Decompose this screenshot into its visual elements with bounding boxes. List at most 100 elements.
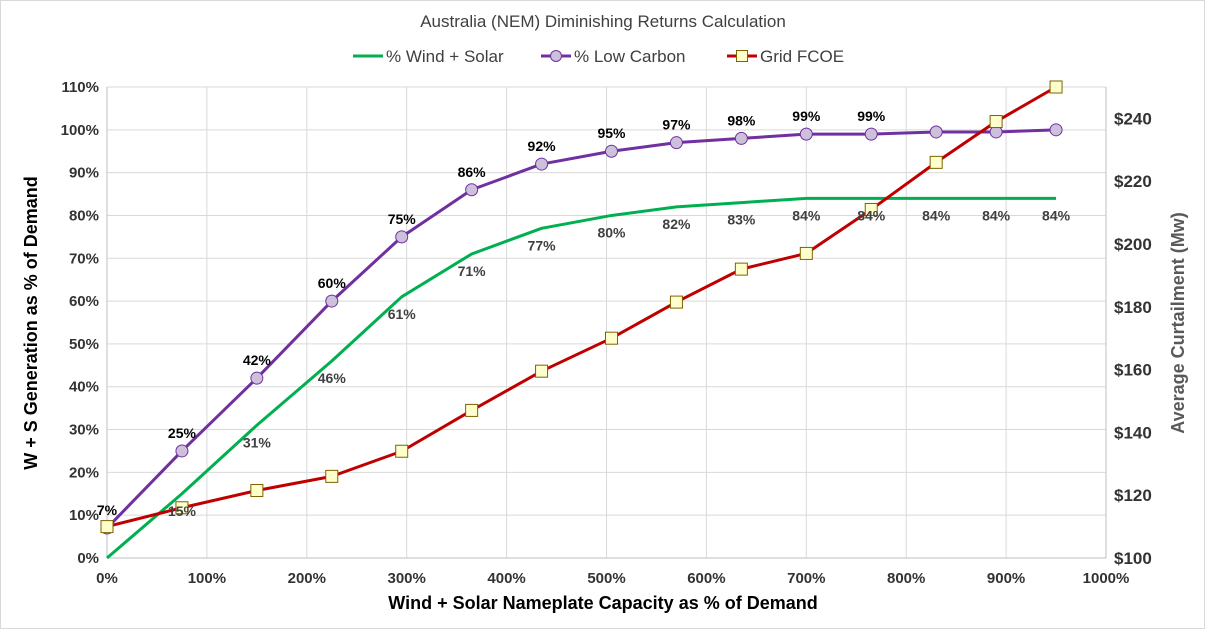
y-axis-title: W + S Generation as % of Demand — [21, 176, 41, 470]
wind-solar-data-label: 82% — [662, 216, 691, 232]
series-line-low-carbon — [105, 128, 1057, 530]
low-carbon-data-label: 75% — [388, 211, 417, 227]
wind-solar-data-label: 83% — [727, 212, 756, 228]
wind-solar-data-label: 61% — [388, 306, 417, 322]
grid-fcoe-point — [864, 202, 878, 216]
x-tick-label: 500% — [587, 570, 625, 587]
y2-tick-label: $240 — [1114, 109, 1152, 128]
low-carbon-data-label: 60% — [318, 275, 347, 291]
low-carbon-point — [175, 444, 189, 458]
axes: 0% 100% 200% 300% 400% 500% 600% 700% 800% 900% 10… — [61, 79, 1152, 587]
y-tick-label: 20% — [69, 464, 99, 481]
y-tick-label: 110% — [61, 79, 99, 96]
y2-axis-title: Average Curtailment (Mw) — [1168, 212, 1188, 433]
wind-solar-data-label: 84% — [792, 207, 821, 223]
series-line-wind-solar — [106, 196, 1057, 560]
grid-fcoe-point — [175, 501, 189, 515]
wind-solar-data-label: 84% — [982, 207, 1011, 223]
wind-solar-data-label: 46% — [318, 370, 347, 386]
wind-solar-data-label: 84% — [1042, 207, 1071, 223]
y2-tick-label: $200 — [1114, 235, 1152, 254]
y-tick-label: 0% — [77, 550, 99, 567]
y-tick-label: 80% — [69, 207, 99, 224]
low-carbon-point — [325, 294, 339, 308]
legend-label: Grid FCOE — [760, 47, 844, 66]
low-carbon-point — [799, 127, 813, 141]
y-tick-label: 90% — [69, 165, 99, 182]
grid-fcoe-point — [1049, 80, 1063, 94]
grid-fcoe-point — [799, 246, 813, 260]
wind-solar-data-label: 31% — [243, 434, 272, 450]
low-carbon-point — [395, 230, 409, 244]
low-carbon-data-label: 25% — [168, 425, 197, 441]
legend-marker-square — [736, 50, 748, 62]
low-carbon-data-label: 42% — [243, 352, 272, 368]
low-carbon-point — [734, 131, 748, 145]
low-carbon-data-label: 97% — [662, 117, 691, 133]
y2-tick-label: $120 — [1114, 486, 1152, 505]
low-carbon-point — [250, 371, 264, 385]
x-tick-label: 100% — [188, 570, 226, 587]
y-tick-label: 70% — [69, 250, 99, 267]
grid-fcoe-point — [734, 262, 748, 276]
wind-solar-data-label: 84% — [922, 207, 951, 223]
x-tick-label: 900% — [987, 570, 1025, 587]
x-tick-label: 0% — [96, 570, 118, 587]
low-carbon-point — [929, 125, 943, 139]
low-carbon-point — [864, 127, 878, 141]
low-carbon-data-label: 99% — [792, 108, 821, 124]
grid-fcoe-point — [929, 155, 943, 169]
low-carbon-data-label: 95% — [597, 125, 626, 141]
low-carbon-data-label: 86% — [458, 164, 487, 180]
y-tick-label: 60% — [69, 293, 99, 310]
grid-fcoe-point — [250, 483, 264, 497]
legend-label: % Wind + Solar — [386, 47, 504, 66]
wind-solar-data-label: 15% — [168, 503, 197, 519]
chart-title: Australia (NEM) Diminishing Returns Calc… — [420, 12, 786, 31]
x-tick-label: 600% — [687, 570, 725, 587]
y2-tick-label: $160 — [1114, 361, 1152, 380]
wind-solar-data-label: 71% — [458, 263, 487, 279]
legend-label: % Low Carbon — [574, 47, 686, 66]
x-tick-label: 300% — [388, 570, 426, 587]
y2-tick-label: $140 — [1114, 423, 1152, 442]
low-carbon-data-label: 99% — [857, 108, 886, 124]
grid-fcoe-point — [395, 444, 409, 458]
low-carbon-point — [604, 144, 618, 158]
legend: % Wind + Solar % Low Carbon Grid FCOE — [353, 47, 844, 66]
x-tick-label: 800% — [887, 570, 925, 587]
wind-solar-data-label: 84% — [857, 207, 886, 223]
x-axis-title: Wind + Solar Nameplate Capacity as % of … — [388, 593, 817, 613]
grid-fcoe-point — [604, 331, 618, 345]
grid-fcoe-point — [669, 295, 683, 309]
y2-tick-label: $180 — [1114, 298, 1152, 317]
wind-solar-data-label: 77% — [528, 237, 557, 253]
low-carbon-data-label: 92% — [528, 138, 557, 154]
x-tick-label: 1000% — [1083, 570, 1130, 587]
y-tick-label: 100% — [61, 122, 99, 139]
grid-fcoe-point — [325, 469, 339, 483]
y2-tick-label: $100 — [1114, 549, 1152, 568]
y2-tick-label: $220 — [1114, 172, 1152, 191]
data-labels: 15% 31% 46% 61% 71% 77% 80% 82% 83% 84% 84% 84% 84% 8… — [97, 108, 1071, 519]
low-carbon-point — [535, 157, 549, 171]
series-layer — [100, 80, 1063, 560]
low-carbon-data-label: 98% — [727, 112, 756, 128]
low-carbon-point — [669, 136, 683, 150]
low-carbon-data-label: 7% — [97, 502, 118, 518]
wind-solar-data-label: 80% — [597, 224, 626, 240]
low-carbon-point — [465, 183, 479, 197]
legend-marker-circle — [550, 50, 562, 62]
grid-fcoe-point — [465, 403, 479, 417]
grid-fcoe-point — [100, 520, 114, 534]
x-tick-label: 700% — [787, 570, 825, 587]
series-line-grid-fcoe — [106, 85, 1057, 529]
grid-fcoe-point — [989, 115, 1003, 129]
low-carbon-point — [1049, 123, 1063, 137]
y-tick-label: 30% — [69, 422, 99, 439]
y-tick-label: 50% — [69, 336, 99, 353]
x-tick-label: 200% — [288, 570, 326, 587]
y-tick-label: 10% — [69, 507, 99, 524]
